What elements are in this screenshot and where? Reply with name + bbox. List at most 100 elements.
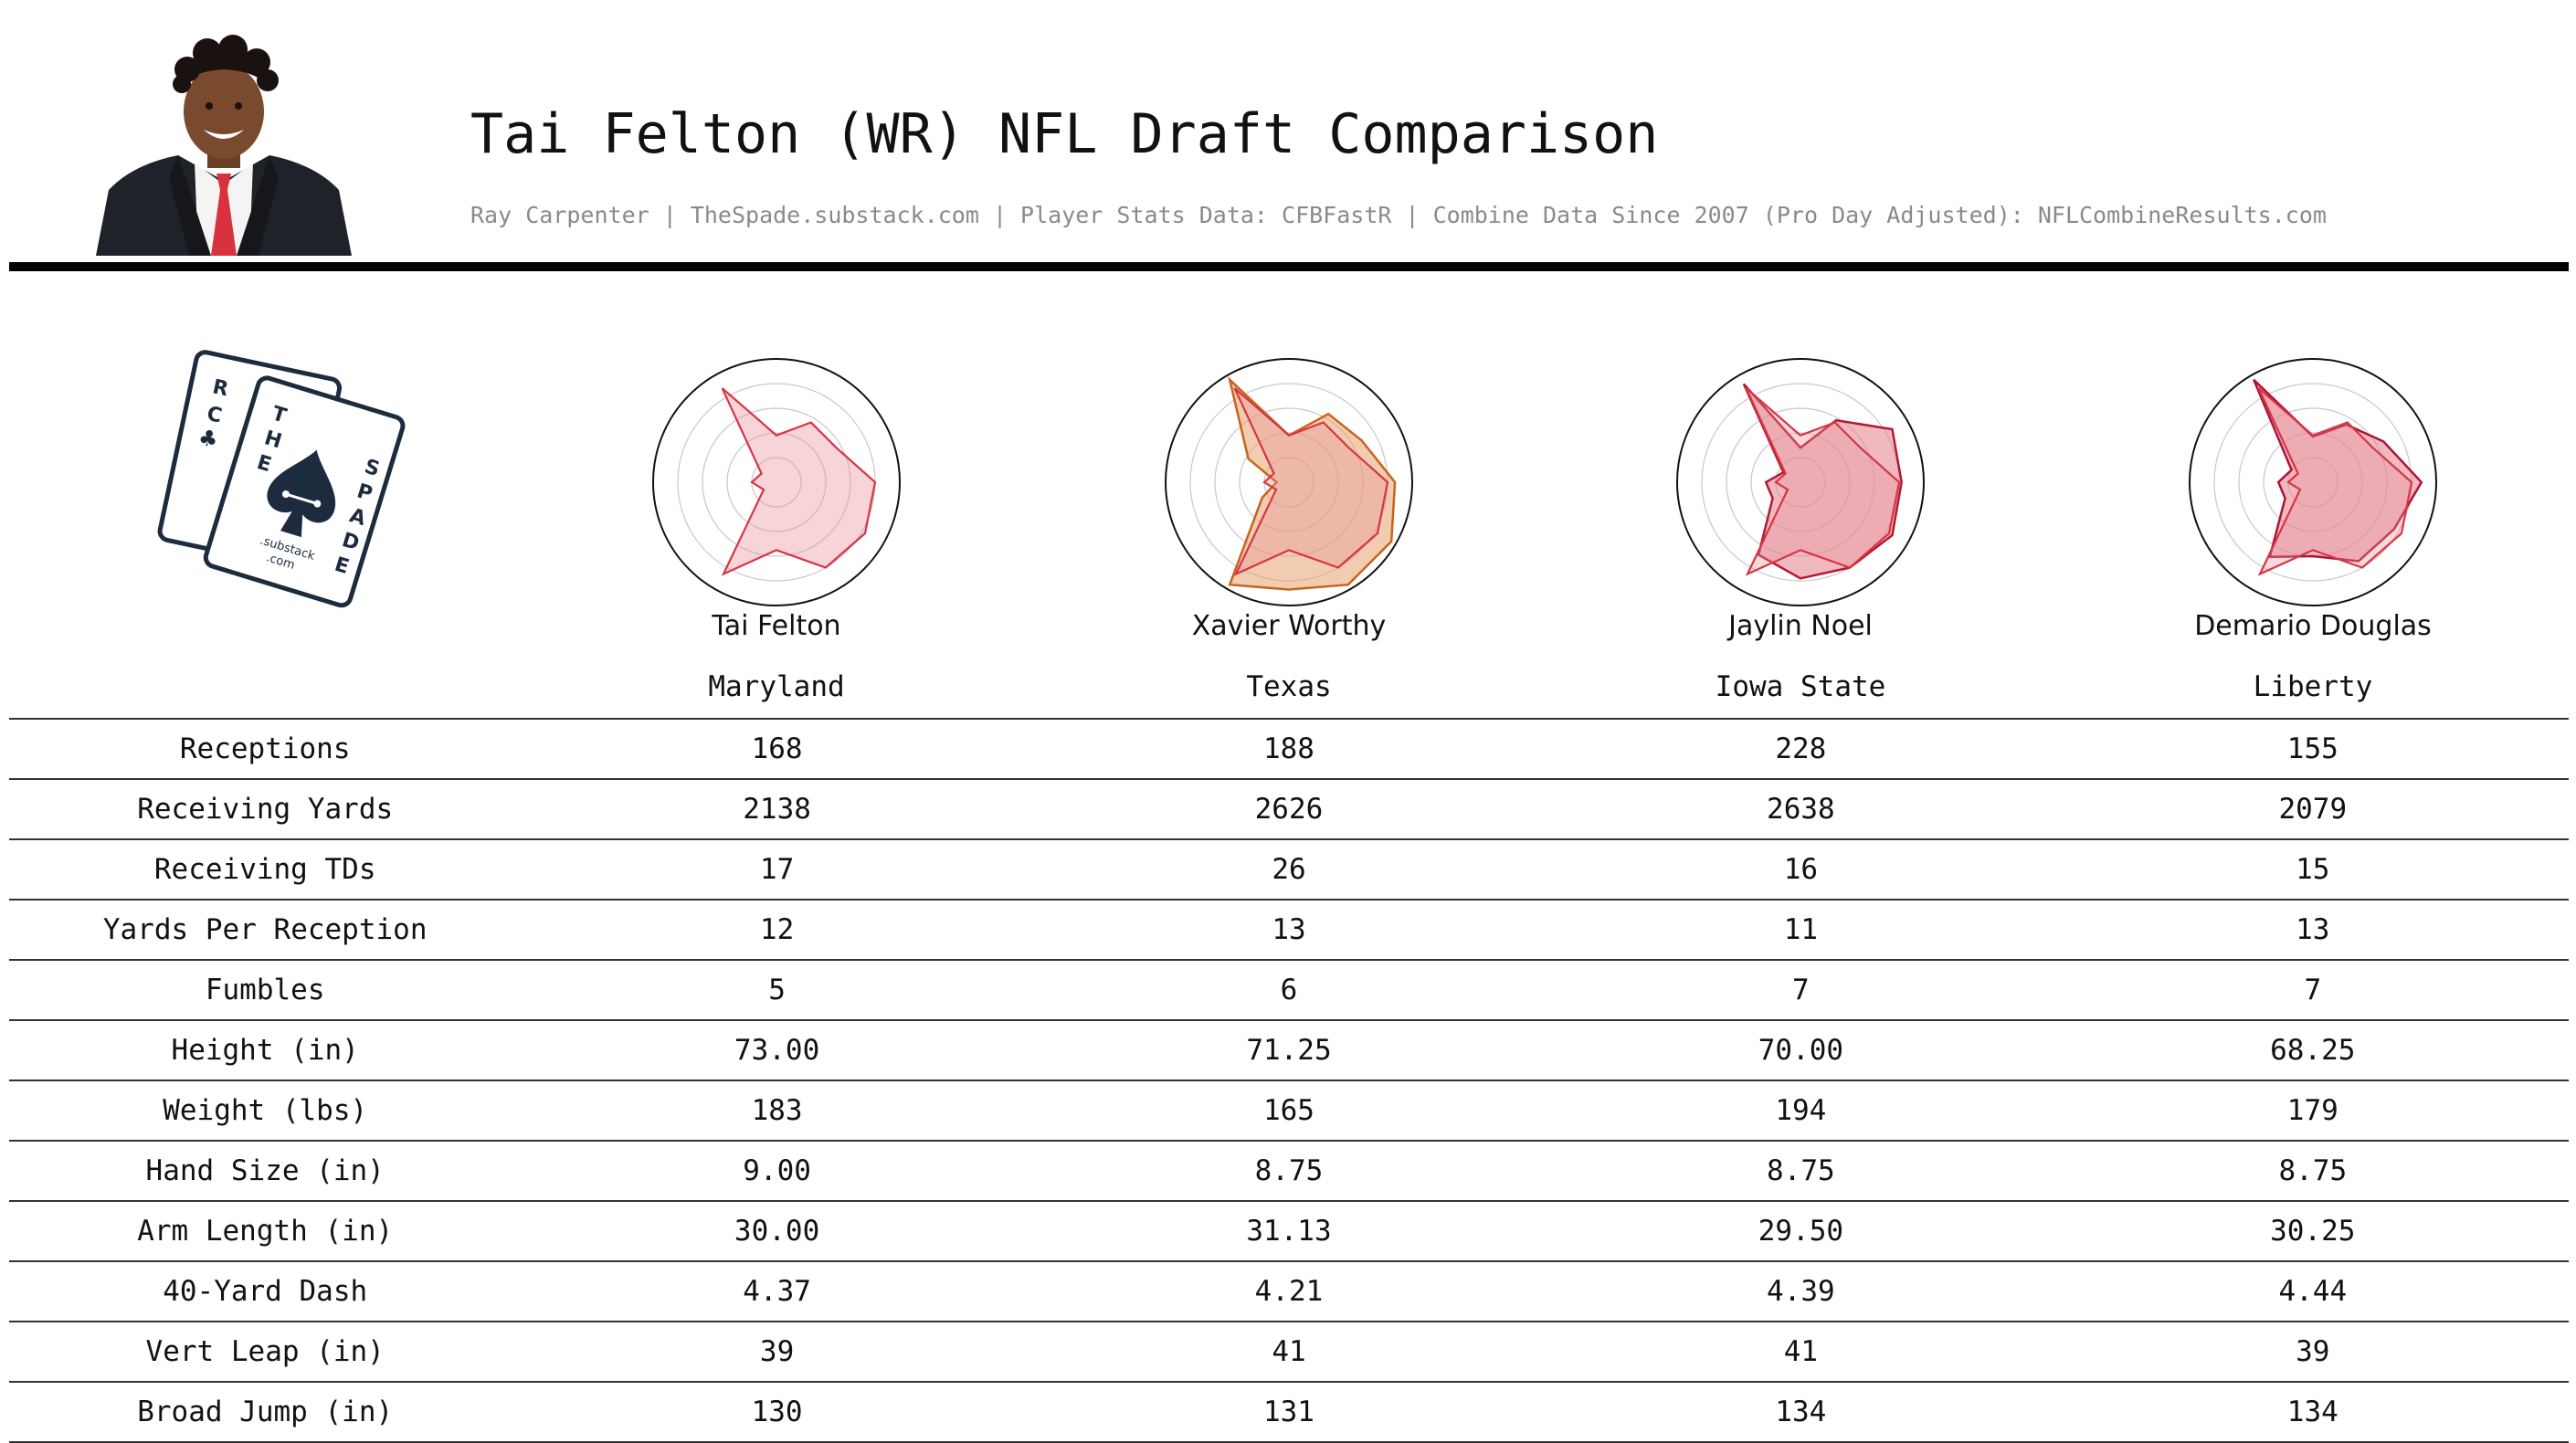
stat-label: Receiving Yards [9, 778, 522, 839]
stat-value: 155 [2056, 718, 2569, 779]
radar-series-demario-douglas [2253, 378, 2423, 563]
stat-value: 6 [1032, 959, 1546, 1020]
stat-label: Receiving TDs [9, 838, 522, 900]
stat-value: 71.25 [1032, 1019, 1546, 1080]
stat-value: 8.75 [1545, 1140, 2057, 1201]
table-row: Arm Length (in) 30.00 31.13 29.50 30.25 [9, 1200, 2569, 1261]
logo-letter: S [362, 456, 382, 482]
stat-value: 39 [521, 1321, 1033, 1382]
the-spade-logo: R C ♣ T H E .substack .com S P A D E [157, 350, 406, 608]
table-row: Receiving TDs 17 26 16 15 [9, 838, 2569, 900]
stat-value: 41 [1545, 1321, 2057, 1382]
radar-chart-xavier-worthy [1165, 358, 1413, 606]
table-row: Fumbles 5 6 7 7 [9, 959, 2569, 1020]
table-row: Yards Per Reception 12 13 11 13 [9, 899, 2569, 960]
radar-grid-ring [702, 407, 851, 557]
stat-value: 4.37 [521, 1260, 1033, 1322]
logo-letter: A [347, 504, 369, 531]
table-row: Hand Size (in) 9.00 8.75 8.75 8.75 [9, 1140, 2569, 1201]
radar-chart-tai-felton [652, 358, 901, 606]
stat-value: 16 [1545, 838, 2057, 900]
stat-value: 134 [2056, 1381, 2569, 1443]
stat-value: 7 [1545, 959, 2057, 1020]
stat-value: 73.00 [521, 1019, 1033, 1080]
radar-series-tai-felton [721, 387, 877, 576]
stat-label: Height (in) [9, 1019, 522, 1080]
stat-value: 179 [2056, 1080, 2569, 1141]
page-title: Tai Felton (WR) NFL Draft Comparison [470, 102, 1659, 166]
stat-label: Vert Leap (in) [9, 1321, 522, 1382]
stat-value: 12 [521, 899, 1033, 960]
stat-value: 168 [521, 718, 1033, 779]
stat-value: 8.75 [1032, 1140, 1546, 1201]
radar-chart-demario-douglas [2189, 358, 2437, 606]
stat-value: 39 [2056, 1321, 2569, 1382]
stat-value: 130 [521, 1381, 1033, 1443]
player-headshot [96, 35, 352, 256]
stat-value: 5 [521, 959, 1033, 1020]
table-row: Broad Jump (in) 130 131 134 134 [9, 1381, 2569, 1443]
stat-value: 4.21 [1032, 1260, 1546, 1322]
stat-value: 13 [1032, 899, 1546, 960]
table-row: Height (in) 73.00 71.25 70.00 68.25 [9, 1019, 2569, 1080]
stat-value: 165 [1032, 1080, 1546, 1141]
player-name: Jaylin Noel [1728, 610, 1873, 642]
stat-value: 13 [2056, 899, 2569, 960]
logo-letter: E [332, 553, 352, 579]
logo-letter: P [354, 479, 375, 506]
stat-value: 2138 [521, 778, 1033, 839]
player-name: Xavier Worthy [1191, 610, 1387, 642]
logo-letter: E [254, 451, 274, 477]
stat-label: Receptions [9, 718, 522, 779]
player-school: Maryland [708, 670, 845, 703]
radar-series-tai-felton [1233, 387, 1389, 576]
player-school: Iowa State [1715, 670, 1886, 703]
spade-icon [267, 449, 336, 538]
stat-value: 9.00 [521, 1140, 1033, 1201]
stat-value: 30.25 [2056, 1200, 2569, 1261]
stat-value: 26 [1032, 838, 1546, 900]
table-row: Receiving Yards 2138 2626 2638 2079 [9, 778, 2569, 839]
radar-outer-ring [1676, 358, 1925, 606]
stat-label: Hand Size (in) [9, 1140, 522, 1201]
table-row: 40-Yard Dash 4.37 4.21 4.39 4.44 [9, 1260, 2569, 1322]
stat-value: 228 [1545, 718, 2057, 779]
radar-grid-ring [726, 432, 827, 532]
table-row: Receptions 168 188 228 155 [9, 718, 2569, 779]
player-school: Liberty [2253, 670, 2373, 703]
player-school: Texas [1246, 670, 1332, 703]
stat-value: 30.00 [521, 1200, 1033, 1261]
radar-series-jaylin-noel [1742, 383, 1903, 580]
radar-series-xavier-worthy [1228, 376, 1397, 591]
stat-value: 41 [1032, 1321, 1546, 1382]
radar-outer-ring [652, 358, 901, 606]
stat-label: Broad Jump (in) [9, 1381, 522, 1443]
radar-outer-ring [2189, 358, 2437, 606]
stat-label: Arm Length (in) [9, 1200, 522, 1261]
stat-label: 40-Yard Dash [9, 1260, 522, 1322]
logo-letter: R [210, 375, 230, 401]
stat-value: 131 [1032, 1381, 1546, 1443]
stat-value: 134 [1545, 1381, 2057, 1443]
table-row: Vert Leap (in) 39 41 41 39 [9, 1321, 2569, 1382]
stat-value: 4.44 [2056, 1260, 2569, 1322]
page-subtitle: Ray Carpenter | TheSpade.substack.com | … [470, 202, 2327, 228]
player-name: Tai Felton [712, 610, 841, 642]
stat-label: Weight (lbs) [9, 1080, 522, 1141]
stat-value: 2638 [1545, 778, 2057, 839]
stat-value: 15 [2056, 838, 2569, 900]
player-name: Demario Douglas [2194, 610, 2432, 642]
stat-value: 31.13 [1032, 1200, 1546, 1261]
stat-value: 70.00 [1545, 1019, 2057, 1080]
stat-value: 11 [1545, 899, 2057, 960]
stat-value: 4.39 [1545, 1260, 2057, 1322]
stat-value: 7 [2056, 959, 2569, 1020]
radar-series-tai-felton [2257, 387, 2413, 576]
radar-chart-jaylin-noel [1676, 358, 1925, 606]
stats-table: Receptions 168 188 228 155 Receiving Yards 213… [9, 718, 2569, 1443]
stat-value: 194 [1545, 1080, 2057, 1141]
logo-letter: T [269, 402, 290, 427]
stat-value: 17 [521, 838, 1033, 900]
stat-value: 2626 [1032, 778, 1546, 839]
stat-value: 8.75 [2056, 1140, 2569, 1201]
